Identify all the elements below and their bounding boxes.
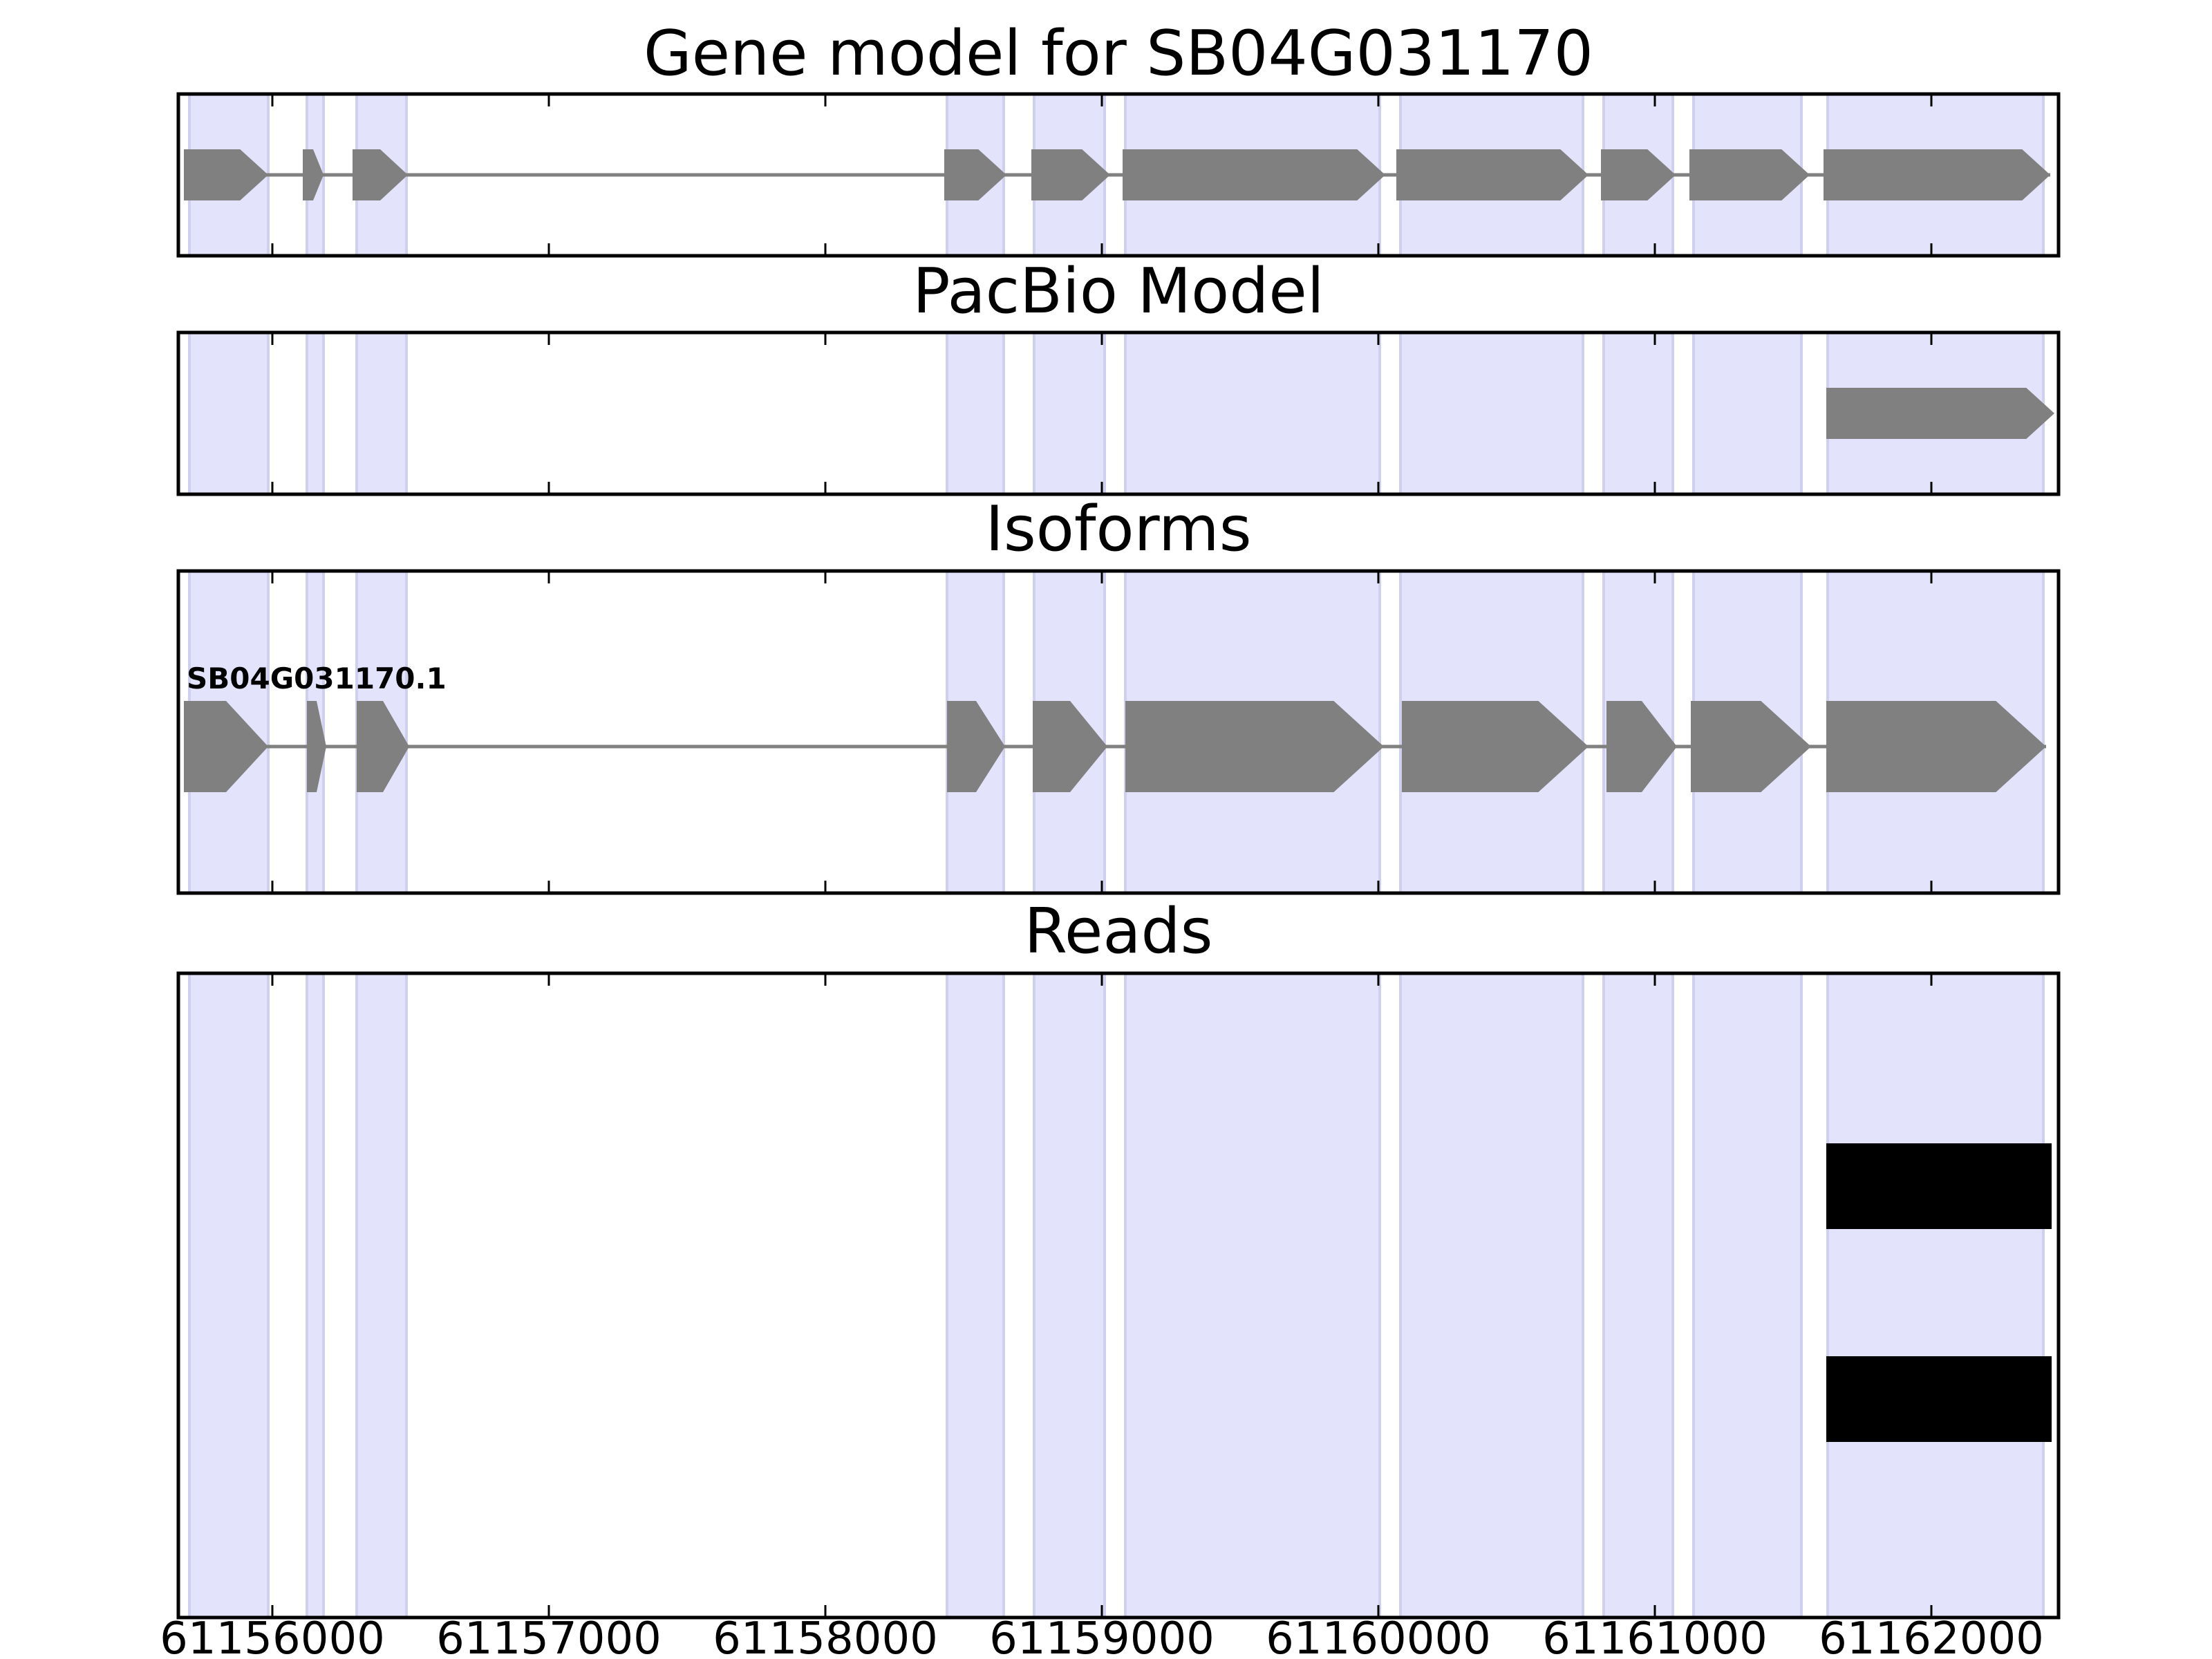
x-tick-label: 61158000 xyxy=(713,1613,938,1659)
panel-1-exon-arrow xyxy=(1601,149,1676,200)
panel-1-exon-arrow xyxy=(1689,149,1810,200)
x-tick-label: 61160000 xyxy=(1266,1613,1491,1659)
panel-3-title: Isoforms xyxy=(985,493,1251,565)
panel-1-exon-arrow xyxy=(1031,149,1110,200)
panel-4-exon-region xyxy=(1692,972,1803,1619)
panel-4-exon-region xyxy=(1124,972,1381,1619)
panel-2-exon-region xyxy=(1124,331,1381,496)
panel-1-exon-arrow xyxy=(1824,149,2050,200)
read-bar xyxy=(1826,1143,2052,1229)
panel-1-frame xyxy=(176,92,2061,258)
x-tick-label: 61162000 xyxy=(1819,1613,2044,1659)
panel-3-exon-arrow xyxy=(1826,701,2046,792)
isoform-label: SB04G031170.1 xyxy=(187,662,447,695)
panel-3-exon-arrow xyxy=(1125,701,1384,792)
panel-3-exon-arrow xyxy=(184,701,268,792)
panel-3-exon-arrow xyxy=(1691,701,1811,792)
panel-1-exon-arrow xyxy=(1396,149,1588,200)
panel-2-exon-region xyxy=(306,331,325,496)
x-tick-label: 61159000 xyxy=(989,1613,1215,1659)
x-tick-label: 61157000 xyxy=(436,1613,662,1659)
panel-1-title: Gene model for SB04G031170 xyxy=(644,17,1593,90)
x-tick-label: 61161000 xyxy=(1542,1613,1768,1659)
x-tick-label: 61156000 xyxy=(160,1613,385,1659)
panel-2-exon-arrow xyxy=(1826,388,2054,439)
panel-4-exon-region xyxy=(188,972,270,1619)
panel-3-exon-arrow xyxy=(1402,701,1588,792)
panel-3-exon-arrow xyxy=(1606,701,1677,792)
panel-2-title: PacBio Model xyxy=(912,255,1324,328)
panel-2-exon-region xyxy=(355,331,408,496)
panel-2-exon-region xyxy=(1033,331,1106,496)
panel-2-exon-region xyxy=(1692,331,1803,496)
read-bar xyxy=(1826,1356,2052,1442)
panel-2-exon-region xyxy=(1399,331,1584,496)
panel-3-exon-arrow xyxy=(357,701,409,792)
panel-1-exon-arrow xyxy=(944,149,1006,200)
panel-4-title: Reads xyxy=(1024,895,1212,968)
panel-3-exon-arrow xyxy=(1033,701,1107,792)
panel-3-exon-arrow xyxy=(947,701,1005,792)
panel-4-exon-region xyxy=(1033,972,1106,1619)
panel-2-exon-region xyxy=(946,331,1005,496)
panel-4-exon-region xyxy=(1826,972,2045,1619)
panel-2-exon-region xyxy=(188,331,270,496)
panel-2-frame xyxy=(176,330,2061,496)
panel-4-exon-region xyxy=(355,972,408,1619)
panel-4-exon-region xyxy=(1399,972,1584,1619)
panel-2-exon-region xyxy=(1602,331,1674,496)
panel-3-frame xyxy=(176,569,2061,895)
panel-1-exon-arrow xyxy=(353,149,408,200)
panel-4-exon-region xyxy=(306,972,325,1619)
panel-3-exon-arrow xyxy=(307,701,326,792)
panel-1-exon-arrow xyxy=(1123,149,1385,200)
panel-4-frame xyxy=(176,971,2061,1620)
panel-1-exon-arrow xyxy=(184,149,268,200)
panel-4-exon-region xyxy=(946,972,1005,1619)
panel-4-exon-region xyxy=(1602,972,1674,1619)
panel-1-exon-arrow xyxy=(303,149,324,200)
